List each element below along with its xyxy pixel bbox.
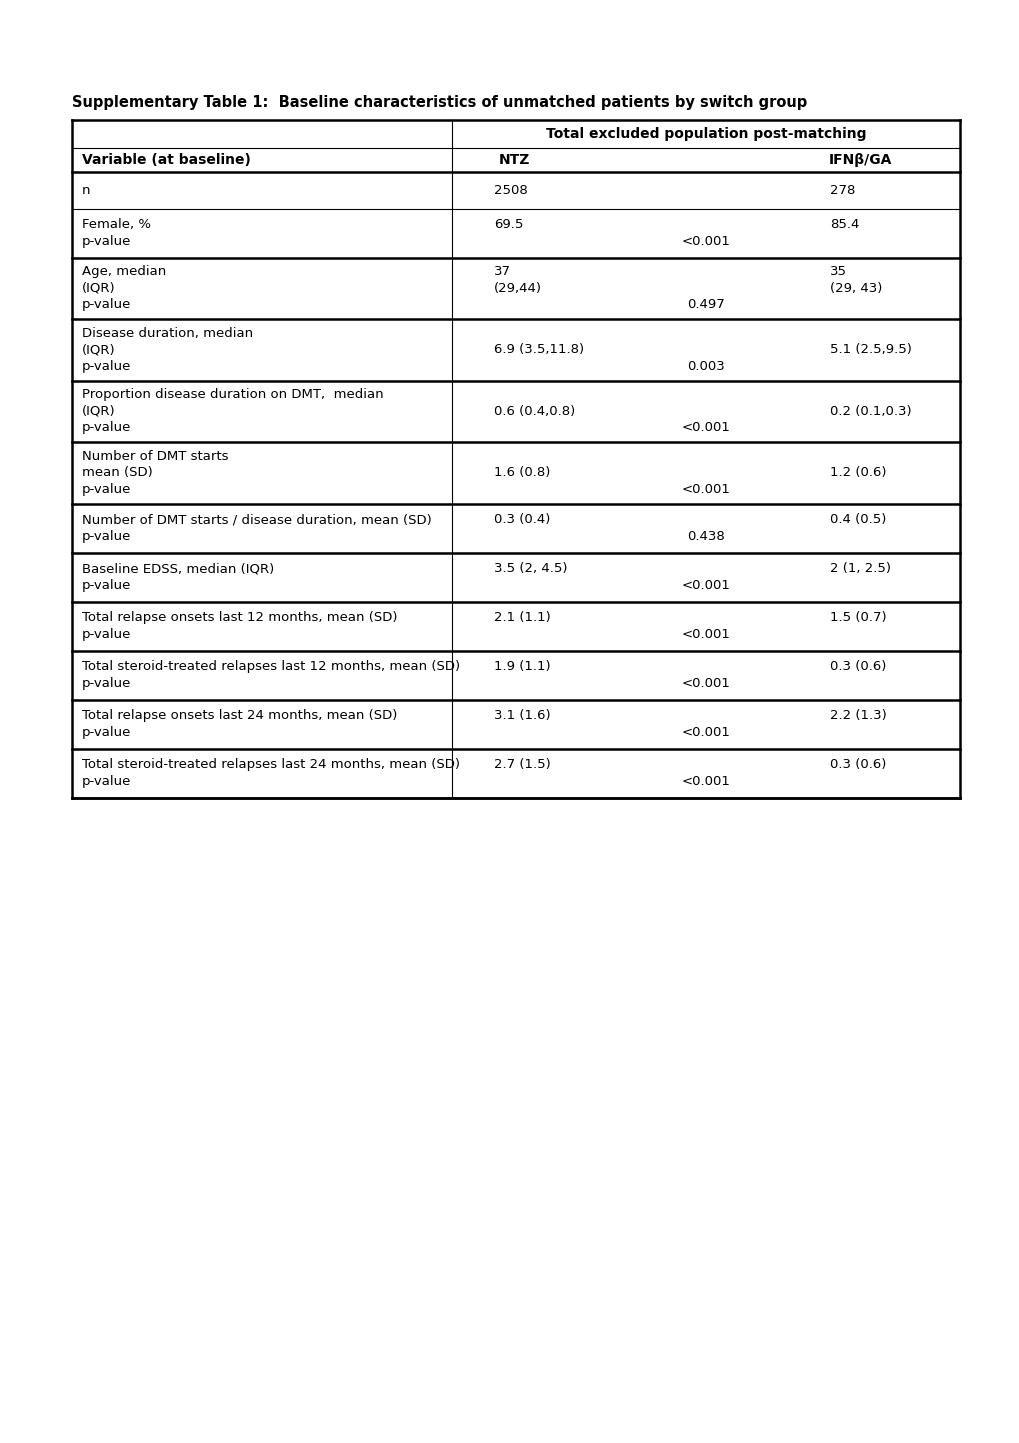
Text: (29, 43): (29, 43) <box>829 281 881 294</box>
Text: p-value: p-value <box>82 359 131 372</box>
Text: Total steroid-treated relapses last 12 months, mean (SD): Total steroid-treated relapses last 12 m… <box>82 661 460 674</box>
Text: (IQR): (IQR) <box>82 281 115 294</box>
Text: 69.5: 69.5 <box>493 218 523 231</box>
Text: p-value: p-value <box>82 677 131 690</box>
Text: 1.5 (0.7): 1.5 (0.7) <box>829 612 886 625</box>
Text: 0.6 (0.4,0.8): 0.6 (0.4,0.8) <box>493 404 575 418</box>
Text: 2508: 2508 <box>493 183 527 196</box>
Text: n: n <box>82 183 91 196</box>
Text: Total relapse onsets last 12 months, mean (SD): Total relapse onsets last 12 months, mea… <box>82 612 397 625</box>
Text: (IQR): (IQR) <box>82 343 115 356</box>
Text: Age, median: Age, median <box>82 266 166 278</box>
Text: Disease duration, median: Disease duration, median <box>82 326 253 339</box>
Text: <0.001: <0.001 <box>681 726 730 739</box>
Text: Variable (at baseline): Variable (at baseline) <box>82 153 251 167</box>
Text: p-value: p-value <box>82 579 131 592</box>
Text: 1.2 (0.6): 1.2 (0.6) <box>829 466 886 479</box>
Text: 6.9 (3.5,11.8): 6.9 (3.5,11.8) <box>493 343 584 356</box>
Text: 3.1 (1.6): 3.1 (1.6) <box>493 710 550 723</box>
Text: p-value: p-value <box>82 235 131 248</box>
Text: Total relapse onsets last 24 months, mean (SD): Total relapse onsets last 24 months, mea… <box>82 710 397 723</box>
Text: Total excluded population post-matching: Total excluded population post-matching <box>545 127 865 141</box>
Text: p-value: p-value <box>82 483 131 496</box>
Text: Total steroid-treated relapses last 24 months, mean (SD): Total steroid-treated relapses last 24 m… <box>82 758 460 771</box>
Text: p-value: p-value <box>82 299 131 312</box>
Text: 0.3 (0.4): 0.3 (0.4) <box>493 514 550 527</box>
Text: p-value: p-value <box>82 775 131 788</box>
Text: 0.003: 0.003 <box>687 359 725 372</box>
Text: 2.1 (1.1): 2.1 (1.1) <box>493 612 550 625</box>
Text: 2 (1, 2.5): 2 (1, 2.5) <box>829 563 891 576</box>
Text: Proportion disease duration on DMT,  median: Proportion disease duration on DMT, medi… <box>82 388 383 401</box>
Text: 1.9 (1.1): 1.9 (1.1) <box>493 661 550 674</box>
Text: <0.001: <0.001 <box>681 775 730 788</box>
Text: 0.4 (0.5): 0.4 (0.5) <box>829 514 886 527</box>
Text: Number of DMT starts: Number of DMT starts <box>82 450 228 463</box>
Text: IFNβ/GA: IFNβ/GA <box>827 153 891 167</box>
Text: <0.001: <0.001 <box>681 628 730 641</box>
Text: mean (SD): mean (SD) <box>82 466 153 479</box>
Text: Female, %: Female, % <box>82 218 151 231</box>
Text: 37: 37 <box>493 266 511 278</box>
Text: 0.3 (0.6): 0.3 (0.6) <box>829 661 886 674</box>
Text: p-value: p-value <box>82 530 131 543</box>
Text: p-value: p-value <box>82 421 131 434</box>
Text: (29,44): (29,44) <box>493 281 541 294</box>
Text: 2.2 (1.3): 2.2 (1.3) <box>829 710 886 723</box>
Text: NTZ: NTZ <box>498 153 529 167</box>
Text: 3.5 (2, 4.5): 3.5 (2, 4.5) <box>493 563 567 576</box>
Text: (IQR): (IQR) <box>82 404 115 418</box>
Text: 0.497: 0.497 <box>687 299 725 312</box>
Text: <0.001: <0.001 <box>681 421 730 434</box>
Text: 0.2 (0.1,0.3): 0.2 (0.1,0.3) <box>829 404 911 418</box>
Text: 2.7 (1.5): 2.7 (1.5) <box>493 758 550 771</box>
Text: 1.6 (0.8): 1.6 (0.8) <box>493 466 550 479</box>
Text: 5.1 (2.5,9.5): 5.1 (2.5,9.5) <box>829 343 911 356</box>
Text: 0.438: 0.438 <box>687 530 725 543</box>
Text: 85.4: 85.4 <box>829 218 859 231</box>
Text: 0.3 (0.6): 0.3 (0.6) <box>829 758 886 771</box>
Text: 35: 35 <box>829 266 846 278</box>
Text: 278: 278 <box>829 183 855 196</box>
Text: Baseline EDSS, median (IQR): Baseline EDSS, median (IQR) <box>82 563 274 576</box>
Text: Number of DMT starts / disease duration, mean (SD): Number of DMT starts / disease duration,… <box>82 514 431 527</box>
Text: <0.001: <0.001 <box>681 483 730 496</box>
Text: <0.001: <0.001 <box>681 677 730 690</box>
Text: p-value: p-value <box>82 726 131 739</box>
Text: <0.001: <0.001 <box>681 235 730 248</box>
Text: p-value: p-value <box>82 628 131 641</box>
Text: <0.001: <0.001 <box>681 579 730 592</box>
Text: Supplementary Table 1:  Baseline characteristics of unmatched patients by switch: Supplementary Table 1: Baseline characte… <box>72 95 806 110</box>
